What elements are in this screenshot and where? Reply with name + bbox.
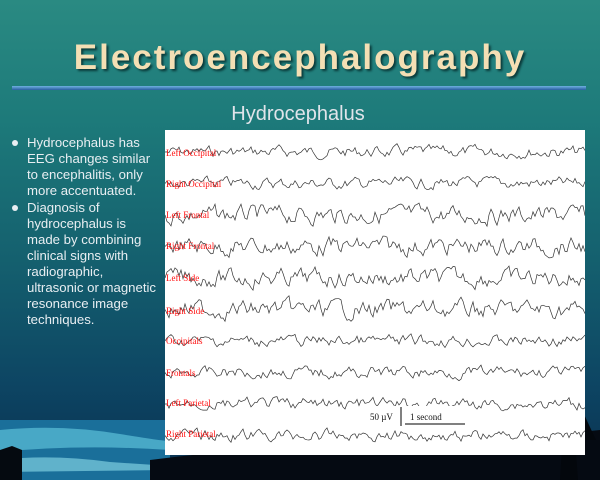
eeg-trace (165, 333, 585, 349)
lead-label: Right Occipital (166, 179, 222, 189)
slide-subtitle: Hydrocephalus (231, 103, 365, 125)
bullet-icon (12, 140, 18, 146)
eeg-trace (165, 175, 585, 191)
eeg-trace (165, 265, 585, 292)
scale-amplitude: 50 µV (370, 412, 393, 422)
bullet-text: Diagnosis of hydrocephalus is made by co… (27, 200, 157, 327)
bullet-item: Diagnosis of hydrocephalus is made by co… (10, 200, 160, 328)
bullet-item: Hydrocephalus has EEG changes similar to… (10, 135, 160, 199)
eeg-trace (165, 396, 585, 412)
eeg-recording-image: Left Occipital Right Occipital Left Fron… (165, 130, 585, 455)
slide-title: Electroencephalography (73, 38, 527, 77)
lead-label: Frontals (166, 368, 196, 378)
lead-label: Right Frontal (166, 241, 215, 251)
lead-label: Right Side (166, 306, 205, 316)
lead-label: Occipitals (166, 336, 203, 346)
eeg-trace (165, 295, 585, 323)
eeg-trace (165, 202, 585, 228)
lead-label: Left Frontal (166, 210, 210, 220)
eeg-trace (165, 143, 585, 161)
lead-label: Right Parietal (166, 429, 216, 439)
eeg-trace (165, 235, 585, 259)
scale-time: 1 second (410, 412, 442, 422)
lead-label: Left Side (166, 273, 200, 283)
eeg-trace (165, 427, 585, 444)
lead-label: Left Parietal (166, 398, 211, 408)
eeg-traces (165, 143, 585, 444)
lead-label: Left Occipital (166, 148, 217, 158)
eeg-trace (165, 364, 585, 382)
title-divider (12, 86, 586, 90)
bullet-text: Hydrocephalus has EEG changes similar to… (27, 135, 151, 198)
bullet-icon (12, 205, 18, 211)
bullet-list: Hydrocephalus has EEG changes similar to… (10, 135, 160, 329)
